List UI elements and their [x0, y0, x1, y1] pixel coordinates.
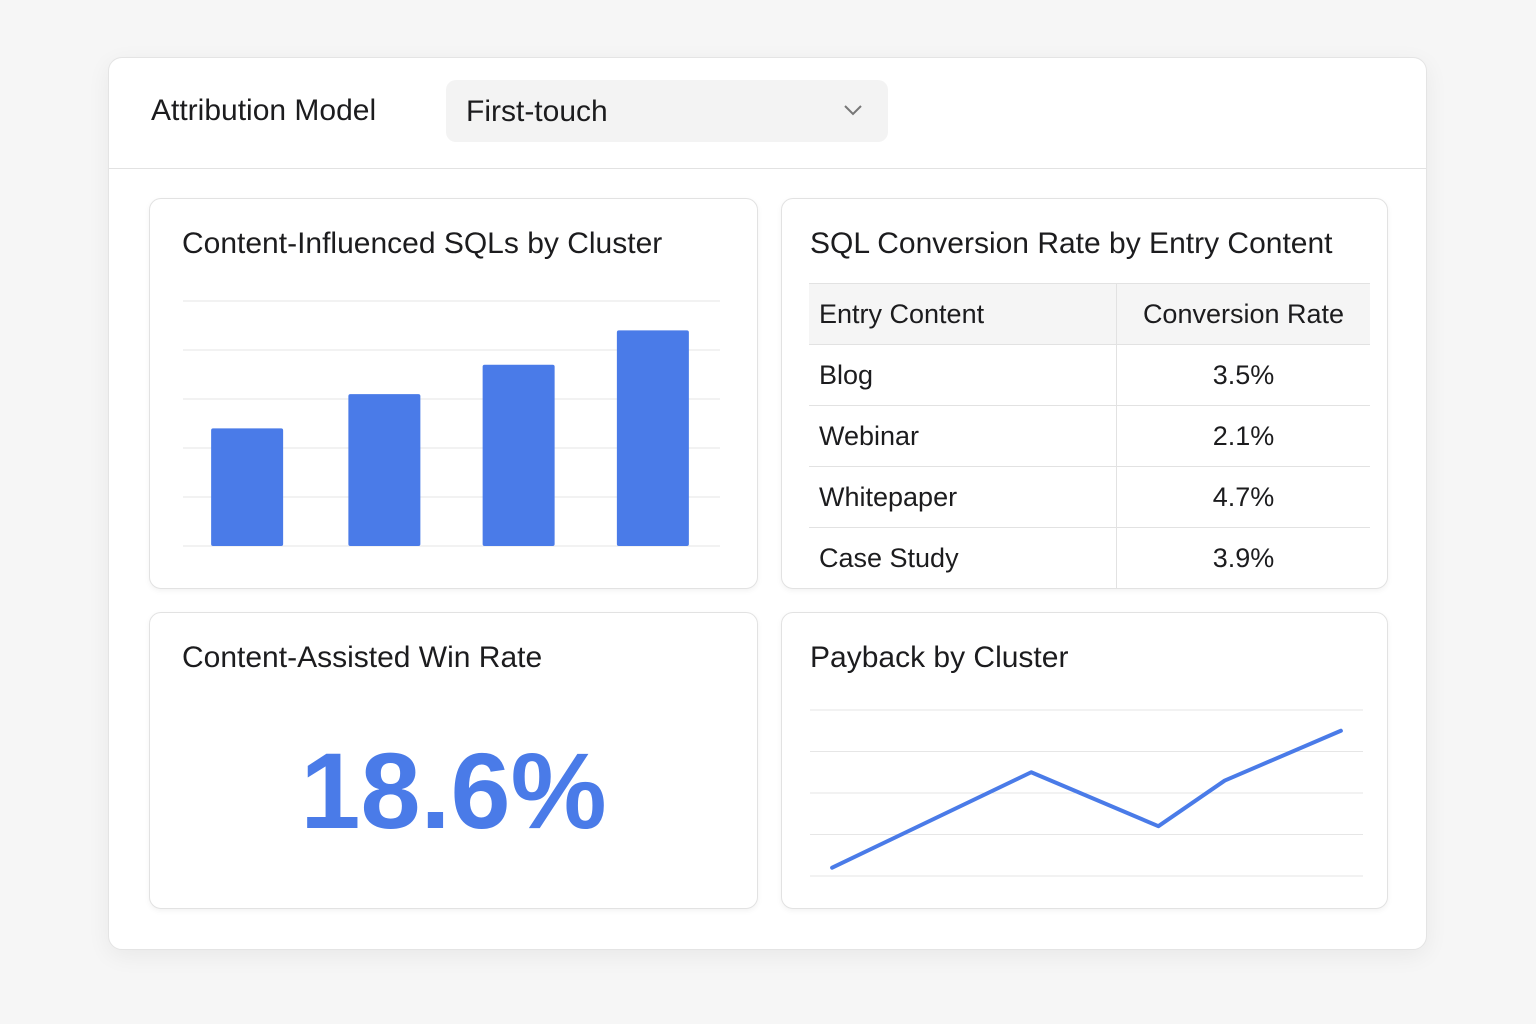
conversion-rate-cell: 2.1%	[1116, 405, 1370, 467]
column-header: Conversion Rate	[1116, 283, 1370, 345]
bar-chart	[183, 300, 720, 547]
conversion-rate-cell: 3.5%	[1116, 344, 1370, 406]
bar	[616, 330, 689, 546]
chevron-down-icon	[844, 105, 862, 116]
attribution-model-dropdown[interactable]: First-touch	[446, 80, 888, 142]
conversion-table: Entry Content Conversion Rate Blog 3.5% W…	[809, 283, 1370, 588]
filter-bar: Attribution Model First-touch	[109, 58, 1426, 169]
column-header: Entry Content	[809, 283, 1117, 345]
panel-title: Content-Assisted Win Rate	[182, 641, 543, 674]
entry-content-cell: Blog	[809, 344, 1117, 406]
panel-title: SQL Conversion Rate by Entry Content	[810, 227, 1333, 260]
panel-title: Payback by Cluster	[810, 641, 1069, 674]
table-row: Blog 3.5%	[809, 344, 1370, 406]
payback-panel: Payback by Cluster	[781, 612, 1388, 909]
bar	[211, 428, 284, 546]
dropdown-value: First-touch	[466, 95, 608, 128]
win-rate-panel: Content-Assisted Win Rate 18.6%	[149, 612, 758, 909]
table-row: Whitepaper 4.7%	[809, 466, 1370, 528]
entry-content-cell: Webinar	[809, 405, 1117, 467]
entry-content-cell: Whitepaper	[809, 466, 1117, 528]
sqls-by-cluster-panel: Content-Influenced SQLs by Cluster	[149, 198, 758, 589]
table-row: Case Study 3.9%	[809, 527, 1370, 588]
bar	[348, 394, 421, 546]
attribution-model-label: Attribution Model	[151, 94, 377, 127]
panel-title: Content-Influenced SQLs by Cluster	[182, 227, 663, 260]
table-row: Webinar 2.1%	[809, 405, 1370, 467]
bar	[482, 364, 555, 546]
entry-content-cell: Case Study	[809, 527, 1117, 588]
line-chart	[810, 709, 1363, 877]
conversion-rate-panel: SQL Conversion Rate by Entry Content Ent…	[781, 198, 1388, 589]
conversion-rate-cell: 4.7%	[1116, 466, 1370, 528]
conversion-rate-cell: 3.9%	[1212, 542, 1275, 573]
win-rate-value: 18.6%	[300, 730, 607, 851]
